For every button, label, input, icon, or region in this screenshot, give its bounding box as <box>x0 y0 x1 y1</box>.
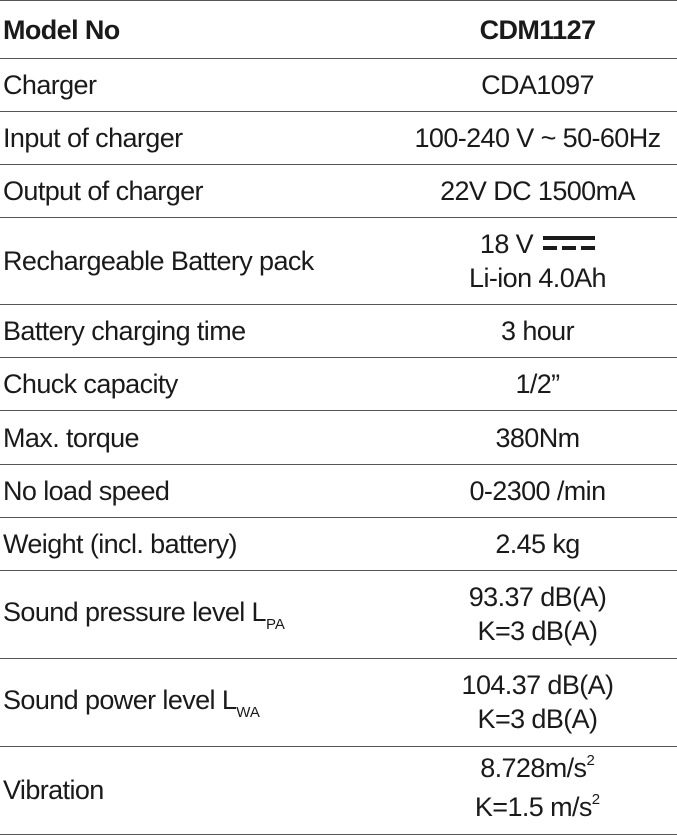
charger-label: Charger <box>0 58 398 113</box>
charging-time-value: 3 hour <box>398 304 677 359</box>
vibration-uncertainty-superscript: 2 <box>591 791 601 809</box>
sound-pressure-uncertainty: K=3 dB(A) <box>477 616 599 647</box>
model-no-label: Model No <box>0 0 398 60</box>
table-row-input-of-charger: Input of charger 100-240 V ~ 50-60Hz <box>0 111 677 166</box>
output-of-charger-value: 22V DC 1500mA <box>398 164 677 219</box>
weight-value: 2.45 kg <box>398 517 677 571</box>
sound-pressure-label: Sound pressure level LPA <box>0 570 398 659</box>
vibration-label: Vibration <box>0 746 398 835</box>
weight-label: Weight (incl. battery) <box>0 517 398 571</box>
sound-pressure-label-text: Sound pressure level L <box>3 596 267 627</box>
dc-symbol-icon <box>543 236 596 251</box>
battery-pack-value: 18 V Li-ion 4.0Ah <box>398 217 677 306</box>
battery-pack-chemistry: Li-ion 4.0Ah <box>469 263 607 294</box>
sound-power-label-subscript: WA <box>236 703 260 721</box>
chuck-capacity-value: 1/2” <box>398 357 677 412</box>
table-row-charging-time: Battery charging time 3 hour <box>0 304 677 359</box>
table-row-model-no: Model No CDM1127 <box>0 0 677 60</box>
max-torque-value: 380Nm <box>398 410 677 465</box>
vibration-value: 8.728m/s2 K=1.5 m/s2 <box>398 746 677 835</box>
battery-pack-voltage: 18 V <box>479 229 534 260</box>
output-of-charger-label: Output of charger <box>0 164 398 219</box>
table-row-output-of-charger: Output of charger 22V DC 1500mA <box>0 164 677 219</box>
table-row-chuck-capacity: Chuck capacity 1/2” <box>0 357 677 412</box>
input-of-charger-label: Input of charger <box>0 111 398 166</box>
table-row-sound-pressure: Sound pressure level LPA 93.37 dB(A) K=3… <box>0 570 677 659</box>
table-row-sound-power: Sound power level LWA 104.37 dB(A) K=3 d… <box>0 658 677 747</box>
vibration-uncertainty-value: K=1.5 m/s <box>474 792 593 823</box>
max-torque-label: Max. torque <box>0 410 398 465</box>
battery-pack-voltage-line: 18 V <box>398 227 677 261</box>
sound-power-uncertainty: K=3 dB(A) <box>477 704 599 735</box>
sound-power-value: 104.37 dB(A) K=3 dB(A) <box>398 658 677 747</box>
input-of-charger-value: 100-240 V ~ 50-60Hz <box>398 111 677 166</box>
vibration-level-value: 8.728m/s <box>480 753 587 784</box>
no-load-speed-value: 0-2300 /min <box>398 464 677 518</box>
table-row-no-load-speed: No load speed 0-2300 /min <box>0 464 677 518</box>
vibration-level-line: 8.728m/s2 <box>398 751 677 790</box>
chuck-capacity-label: Chuck capacity <box>0 357 398 412</box>
sound-pressure-level-value: 93.37 dB(A) <box>468 582 607 613</box>
charger-value: CDA1097 <box>398 58 677 113</box>
sound-pressure-value: 93.37 dB(A) K=3 dB(A) <box>398 570 677 659</box>
table-row-max-torque: Max. torque 380Nm <box>0 410 677 465</box>
sound-power-label-text: Sound power level L <box>3 684 237 715</box>
battery-pack-label: Rechargeable Battery pack <box>0 217 398 306</box>
model-no-value: CDM1127 <box>398 0 677 60</box>
table-row-charger: Charger CDA1097 <box>0 58 677 113</box>
sound-power-label: Sound power level LWA <box>0 658 398 747</box>
vibration-level-superscript: 2 <box>586 752 595 770</box>
table-row-weight: Weight (incl. battery) 2.45 kg <box>0 517 677 571</box>
table-row-vibration: Vibration 8.728m/s2 K=1.5 m/s2 <box>0 746 677 835</box>
sound-pressure-label-subscript: PA <box>265 615 285 633</box>
charging-time-label: Battery charging time <box>0 304 398 359</box>
table-row-battery-pack: Rechargeable Battery pack 18 V Li-ion 4.… <box>0 217 677 306</box>
sound-power-level-value: 104.37 dB(A) <box>461 670 615 701</box>
no-load-speed-label: No load speed <box>0 464 398 518</box>
vibration-uncertainty-line: K=1.5 m/s2 <box>398 790 677 829</box>
